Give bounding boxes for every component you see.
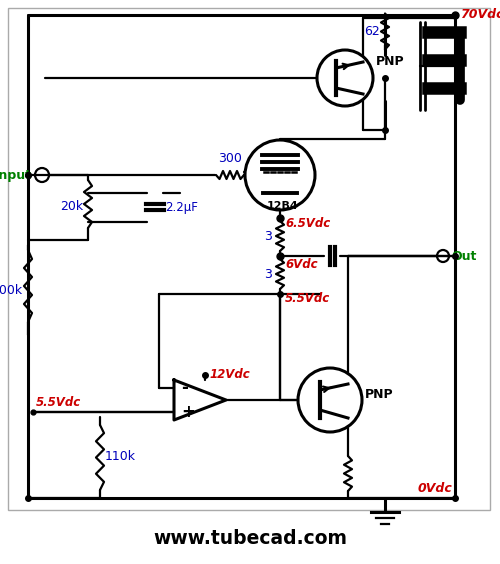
Circle shape [298, 368, 362, 432]
Text: 12B4: 12B4 [267, 201, 299, 211]
Text: PNP: PNP [376, 55, 404, 68]
Text: 20k: 20k [60, 200, 83, 214]
Text: 62: 62 [364, 25, 380, 38]
Text: 300: 300 [218, 152, 242, 165]
Text: 70Vdc: 70Vdc [460, 8, 500, 21]
Text: 3: 3 [264, 268, 272, 281]
Text: +: + [181, 403, 195, 421]
Text: 2.2μF: 2.2μF [165, 200, 198, 214]
Text: 110k: 110k [105, 451, 136, 464]
Text: 100k: 100k [0, 284, 23, 297]
Text: 5.5Vdc: 5.5Vdc [36, 396, 81, 409]
Text: www.tubecad.com: www.tubecad.com [153, 528, 347, 548]
Text: 3: 3 [264, 231, 272, 244]
Text: -: - [181, 379, 188, 397]
Bar [8, 8, 490, 510]
Text: Out: Out [451, 249, 476, 262]
Circle shape [317, 50, 373, 106]
Circle shape [245, 140, 315, 210]
Text: 0Vdc: 0Vdc [417, 482, 452, 495]
Text: 12Vdc: 12Vdc [210, 368, 251, 381]
Text: Input: Input [0, 169, 32, 182]
Text: PNP: PNP [365, 389, 394, 402]
Text: 6Vdc: 6Vdc [285, 258, 318, 271]
Text: 5.5Vdc: 5.5Vdc [285, 292, 330, 305]
Text: 6.5Vdc: 6.5Vdc [285, 217, 330, 230]
